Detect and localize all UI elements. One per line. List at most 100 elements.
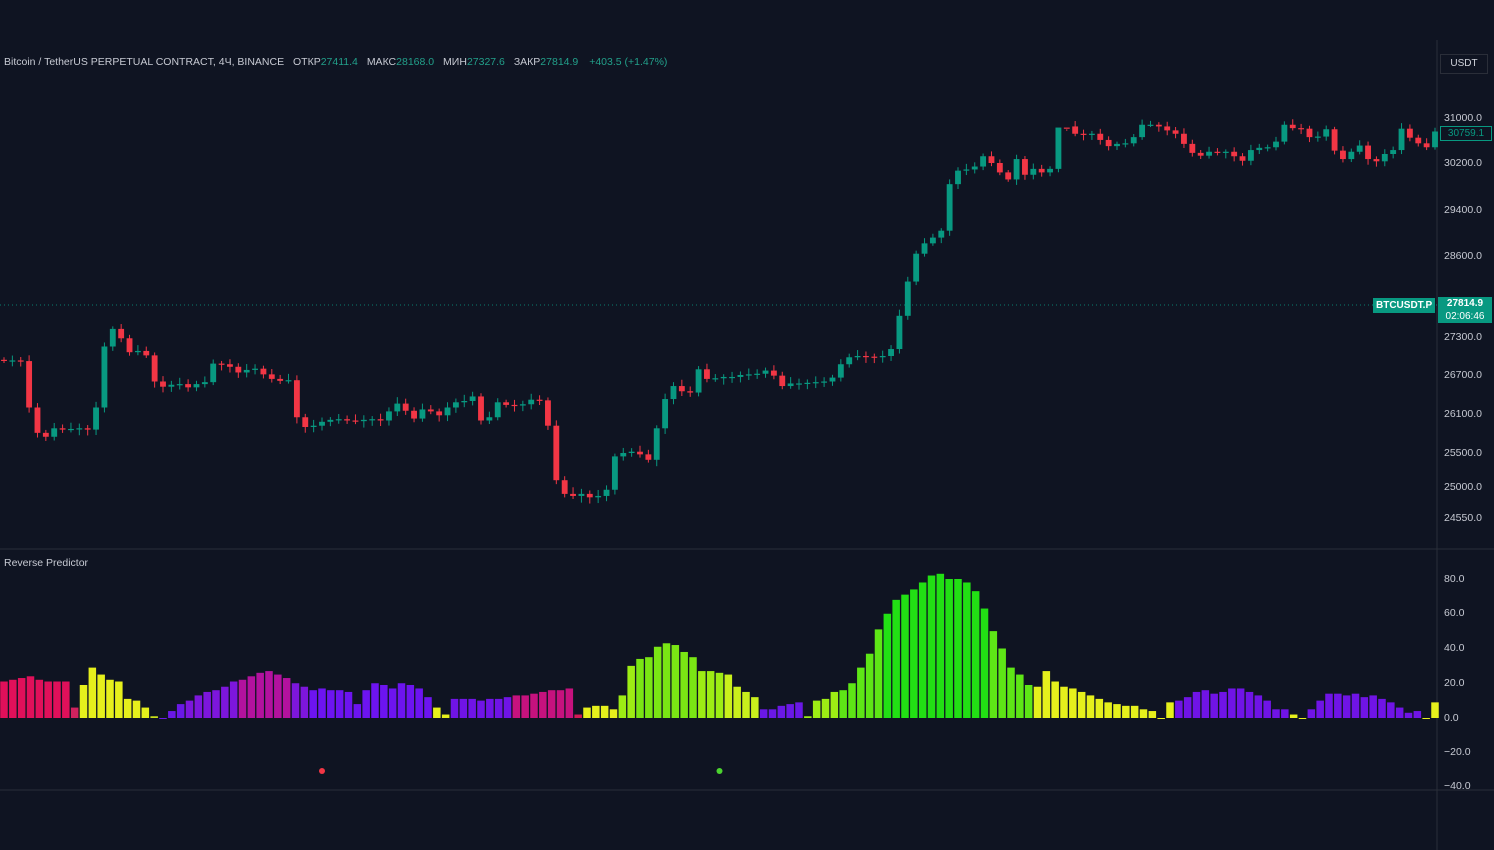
histogram-bar: [35, 679, 44, 718]
histogram-bar: [1086, 695, 1095, 718]
candle-body: [645, 454, 652, 460]
histogram-bar: [1192, 691, 1201, 718]
candle-body: [427, 409, 434, 412]
candle-body: [310, 425, 317, 427]
candle-body: [687, 391, 694, 393]
histogram-bar: [274, 674, 282, 718]
histogram-bar: [1051, 681, 1059, 718]
candle-body: [461, 401, 468, 403]
candle-body: [1264, 147, 1271, 149]
histogram-bar: [804, 716, 812, 718]
histogram-bar: [883, 613, 892, 718]
histogram-bar: [0, 681, 8, 718]
histogram-bar: [1130, 705, 1139, 718]
histogram-bar: [1024, 684, 1033, 718]
candle-body: [268, 374, 275, 379]
indicator-tick: 40.0: [1444, 642, 1465, 654]
histogram-bar: [963, 582, 971, 718]
candle-body: [754, 373, 761, 375]
candle-body: [720, 376, 727, 379]
histogram-bar: [733, 686, 741, 718]
candle-body: [553, 425, 560, 481]
candle-body: [1373, 159, 1380, 162]
candle-body: [536, 399, 543, 401]
histogram-bar: [874, 629, 883, 718]
histogram-bar: [998, 648, 1006, 718]
price-tick: 26700.0: [1444, 369, 1482, 381]
histogram-bar: [159, 718, 167, 719]
candle-body: [160, 381, 166, 387]
candle-body: [185, 384, 192, 388]
candle-body: [277, 378, 284, 381]
candle-body: [319, 421, 325, 426]
histogram-bar: [1113, 704, 1121, 718]
indicator-tick: −20.0: [1444, 746, 1471, 758]
histogram-bar: [521, 695, 529, 718]
histogram-bar: [901, 594, 909, 718]
histogram-bar: [1095, 698, 1104, 718]
candle-body: [1398, 128, 1405, 151]
close-label: ЗАКР: [513, 56, 541, 68]
candle-body: [888, 349, 894, 356]
candle-body: [737, 375, 744, 377]
candle-body: [293, 380, 300, 418]
indicator-tick: −40.0: [1444, 780, 1471, 792]
price-tick: 31000.0: [1444, 112, 1482, 124]
indicator-tick: 0.0: [1444, 712, 1459, 724]
histogram-bar: [980, 608, 989, 718]
histogram-bar: [1395, 707, 1404, 718]
candle-body: [369, 419, 376, 421]
histogram-bar: [1228, 688, 1236, 718]
histogram-bar: [698, 671, 706, 718]
histogram-bar: [512, 695, 521, 718]
candle-body: [804, 382, 811, 384]
histogram-bar: [547, 690, 556, 718]
candle-body: [1323, 129, 1330, 137]
histogram-bar: [892, 599, 900, 718]
candle-body: [1365, 145, 1371, 160]
histogram-bar: [583, 707, 591, 718]
currency-button[interactable]: USDT: [1440, 54, 1488, 74]
candle-body: [837, 364, 844, 378]
histogram-bar: [1148, 711, 1157, 718]
histogram-bar: [971, 591, 980, 718]
candle-body: [1231, 151, 1238, 157]
histogram-bar: [530, 693, 538, 718]
histogram-bar: [318, 688, 326, 718]
histogram-bar: [1042, 671, 1051, 718]
histogram-bar: [1351, 693, 1360, 718]
high-value: 28168.0: [396, 56, 435, 68]
histogram-bar: [1122, 705, 1130, 718]
candle-body: [436, 411, 443, 416]
histogram-bar: [203, 691, 211, 718]
histogram-bar: [1289, 714, 1298, 718]
histogram-bar: [848, 683, 856, 718]
histogram-bar: [689, 657, 697, 718]
histogram-bar: [459, 698, 468, 718]
candle-body: [1013, 159, 1020, 180]
candle-body: [118, 328, 125, 339]
histogram-bar: [636, 658, 644, 718]
candle-body: [26, 361, 33, 408]
candle-body: [863, 356, 869, 358]
histogram-bar: [1404, 712, 1413, 718]
histogram-bar: [910, 589, 918, 718]
histogram-bar: [777, 705, 786, 718]
candle-body: [678, 386, 685, 392]
candle-body: [411, 410, 417, 419]
candle-body: [704, 369, 710, 379]
indicator-title[interactable]: Reverse Predictor: [4, 557, 89, 569]
candle-body: [1348, 151, 1355, 160]
histogram-bar: [645, 657, 653, 718]
histogram-bar: [1307, 709, 1316, 718]
candle-body: [1281, 124, 1288, 142]
candle-body: [1415, 137, 1422, 144]
candle-body: [988, 156, 995, 163]
candle-body: [51, 428, 58, 437]
histogram-bar: [371, 683, 379, 718]
histogram-bar: [9, 679, 17, 718]
histogram-bar: [115, 681, 123, 718]
candle-body: [1105, 139, 1112, 147]
